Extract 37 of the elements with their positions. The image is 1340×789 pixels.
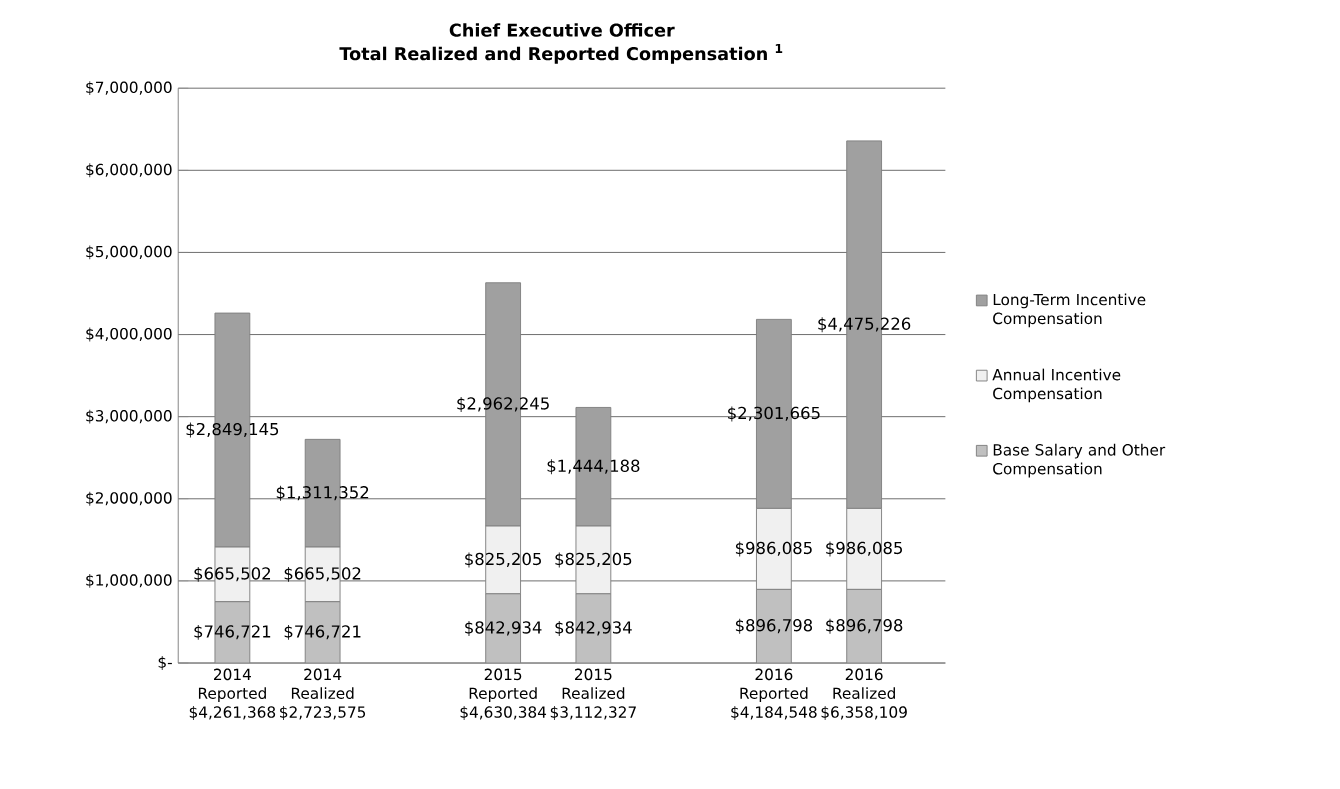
legend-label: Annual Incentive Compensation <box>992 368 1121 403</box>
data-label: $2,301,665 <box>728 406 820 422</box>
y-tick-label: $2,000,000 <box>86 491 172 506</box>
x-tick-label: 2014 Reported $4,261,368 <box>189 668 276 720</box>
x-tick-label: 2014 Realized $2,723,575 <box>280 668 366 720</box>
y-tick-label: $6,000,000 <box>86 163 172 178</box>
data-label: $2,849,145 <box>186 422 279 438</box>
data-label: $2,962,245 <box>457 396 549 412</box>
y-tick-label: $7,000,000 <box>86 81 172 96</box>
data-label: $986,085 <box>826 541 903 557</box>
data-label: $825,205 <box>555 552 632 568</box>
legend-label: Long-Term Incentive Compensation <box>993 293 1146 328</box>
data-label: $842,934 <box>465 620 542 636</box>
data-label: $825,205 <box>465 552 541 568</box>
data-label: $896,798 <box>826 618 903 634</box>
legend-label: Base Salary and Other Compensation <box>993 443 1166 478</box>
y-tick-label: $1,000,000 <box>86 573 172 588</box>
y-tick-label: $4,000,000 <box>86 327 172 342</box>
data-label: $4,475,226 <box>818 317 911 333</box>
data-label: $1,444,188 <box>547 459 640 475</box>
data-label: $665,502 <box>194 566 271 582</box>
x-tick-label: 2016 Realized $6,358,109 <box>821 668 907 720</box>
data-label: $746,721 <box>284 624 361 640</box>
y-tick-label: $3,000,000 <box>86 409 172 424</box>
chart-title: Chief Executive Officer <box>449 23 675 37</box>
y-tick-label: $- <box>158 656 172 670</box>
data-label: $1,311,352 <box>276 485 369 501</box>
data-label: $665,502 <box>284 566 361 582</box>
y-tick-label: $5,000,000 <box>86 245 172 260</box>
x-tick-label: 2015 Reported $4,630,384 <box>460 668 547 720</box>
data-label: $896,798 <box>735 618 813 634</box>
data-label: $986,085 <box>735 541 812 557</box>
data-label: $746,721 <box>194 624 271 640</box>
chart-subtitle: Total Realized and Reported Compensation $^{1}$ <box>339 43 783 64</box>
x-tick-label: 2015 Realized $3,112,327 <box>550 668 636 720</box>
data-label: $842,934 <box>555 620 632 636</box>
x-tick-label: 2016 Reported $4,184,548 <box>731 668 817 720</box>
